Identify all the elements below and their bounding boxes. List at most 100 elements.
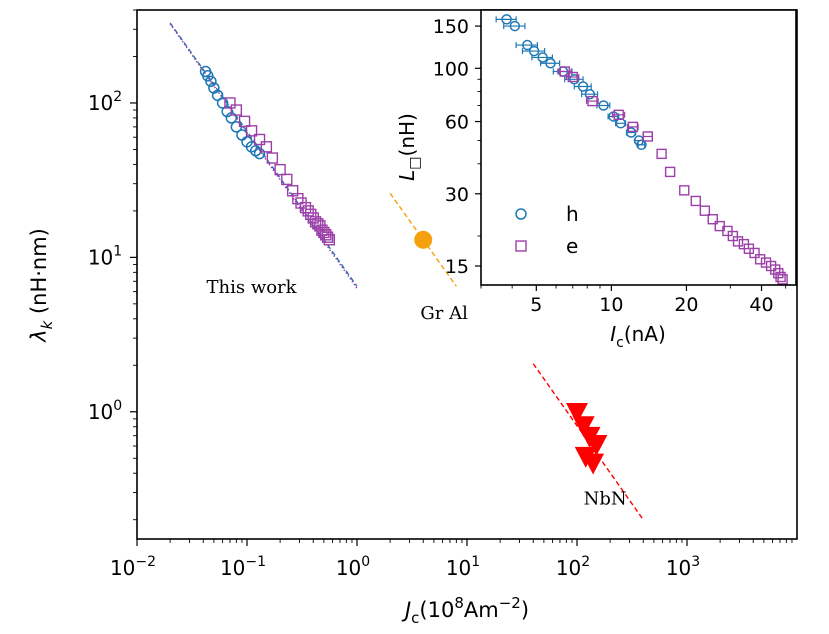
- inset-data-point: [732, 236, 744, 247]
- legend-marker: [515, 240, 527, 252]
- inset-y-axis-label: L□(nH): [395, 113, 423, 181]
- inset-data-point: [587, 95, 598, 107]
- inset-data-point: [584, 88, 596, 100]
- label-subscript: k: [38, 319, 56, 329]
- label-rest: (nH): [395, 113, 419, 156]
- x-tick-label: 100: [336, 554, 370, 580]
- label-subscript: c: [411, 609, 419, 627]
- inset-data-point: [707, 214, 718, 225]
- y-tick-label: 100: [88, 398, 122, 424]
- data-point: [253, 147, 266, 160]
- inset-y-tick-label: 30: [445, 184, 469, 206]
- inset-data-point: [509, 20, 521, 32]
- label-unit-exponent: −2: [499, 594, 521, 612]
- y-axis-label: λk (nH·nm): [27, 228, 56, 343]
- annotation-label: This work: [207, 277, 298, 298]
- inset-data-point: [625, 127, 637, 138]
- label-subscript: □: [407, 156, 423, 169]
- legend-label: h: [566, 202, 579, 226]
- inset-data-point: [775, 271, 786, 283]
- data-series: [224, 97, 336, 246]
- inset-data-point: [770, 264, 781, 275]
- label-main: I: [610, 322, 616, 346]
- data-point: [230, 104, 243, 116]
- data-point: [321, 231, 334, 243]
- data-point: [202, 70, 214, 82]
- data-point: [236, 129, 248, 141]
- data-point: [253, 133, 266, 146]
- inset-data-point: [577, 81, 589, 92]
- y-tick-label: 101: [88, 243, 122, 269]
- inset-x-tick-label: 40: [749, 294, 773, 316]
- inset-data-point: [528, 45, 540, 57]
- tick-base: 10: [336, 556, 361, 580]
- data-point: [323, 234, 336, 246]
- inset-data-point: [545, 57, 556, 69]
- inset-data-point: [679, 185, 690, 196]
- inset-data-point: [537, 52, 548, 63]
- label-close: ): [521, 598, 529, 622]
- tick-exponent: 1: [471, 554, 480, 570]
- inset-data-point: [567, 71, 578, 83]
- tick-exponent: 1: [113, 243, 122, 259]
- label-unit: Am: [464, 598, 499, 622]
- data-point: [582, 453, 605, 475]
- label-rest: (nH·nm): [27, 228, 51, 321]
- label-main: J: [401, 598, 411, 622]
- tick-exponent: 2: [581, 554, 590, 570]
- tick-exponent: −1: [245, 554, 266, 570]
- inset-y-tick-label: 15: [445, 256, 469, 278]
- inset-data-point: [690, 195, 701, 207]
- inset-data-point: [559, 66, 570, 77]
- tick-exponent: 2: [113, 89, 122, 105]
- label-rest: (10: [419, 598, 454, 622]
- tick-base: 10: [88, 91, 113, 115]
- inset-data-point: [627, 121, 639, 133]
- inset-series: [495, 14, 647, 151]
- tick-base: 10: [556, 556, 581, 580]
- legend-label: e: [566, 234, 578, 258]
- inset-data-point: [749, 247, 760, 259]
- inset-frame: [480, 9, 797, 286]
- inset-x-tick-label: 10: [599, 294, 623, 316]
- inset-x-axis-label: Ic(nA): [610, 322, 666, 351]
- inset-data-point: [501, 14, 512, 25]
- inset-x-tick-label: 20: [674, 294, 698, 316]
- inset-data-point: [598, 100, 609, 111]
- tick-exponent: 0: [113, 398, 122, 414]
- inset-data-point: [522, 39, 533, 51]
- annotation-label: Gr Al: [420, 303, 468, 324]
- data-point: [566, 402, 588, 424]
- inset-data-point: [754, 254, 766, 265]
- data-point: [312, 218, 324, 230]
- data-series: [414, 230, 433, 249]
- label-subscript: c: [616, 335, 624, 351]
- inset-y-tick-label: 100: [433, 58, 469, 80]
- inset-y-tick-label: 150: [433, 16, 469, 38]
- tick-exponent: 0: [361, 554, 370, 570]
- label-main: L: [395, 170, 419, 181]
- data-series: [566, 402, 608, 475]
- inset-data-point: [613, 109, 624, 121]
- inset-data-point: [664, 166, 676, 178]
- inset-data-point: [699, 205, 711, 216]
- inset-data-point: [656, 148, 667, 160]
- inset-data-point: [777, 274, 788, 285]
- label-rest: (nA): [624, 322, 666, 346]
- data-point: [224, 97, 236, 109]
- x-tick-label: 10−2: [110, 554, 156, 580]
- x-axis-label: Jc(108Am−2): [401, 594, 529, 627]
- data-series: [199, 65, 266, 160]
- legend-marker: [515, 208, 527, 220]
- inset-plot: 5 10 20 40 15 30 60 100 150 he Ic(nA) L□(nH): [395, 9, 797, 351]
- label-exponent: 8: [454, 594, 464, 612]
- tick-exponent: −2: [135, 554, 156, 570]
- tick-base: 10: [110, 556, 135, 580]
- data-point: [260, 141, 273, 153]
- data-point: [205, 75, 217, 88]
- x-tick-label: 10−1: [220, 554, 266, 580]
- data-point: [245, 125, 258, 137]
- inset-data-point: [636, 139, 647, 151]
- data-point: [281, 173, 293, 186]
